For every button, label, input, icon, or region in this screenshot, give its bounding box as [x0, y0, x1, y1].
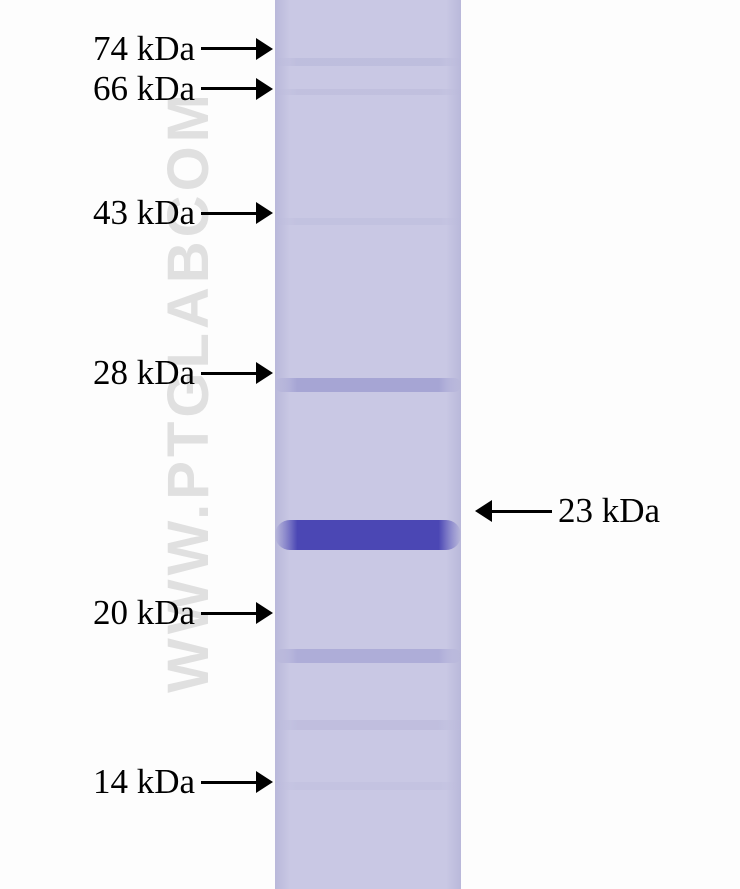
arrow-line-icon: [201, 87, 256, 90]
marker-text: 28 kDa: [0, 353, 195, 393]
arrow-head-icon: [256, 202, 273, 224]
arrow-head-icon: [256, 78, 273, 100]
gel-band: [275, 649, 461, 663]
marker-label: 20 kDa: [0, 596, 273, 631]
gel-band: [275, 520, 461, 550]
arrow-head-icon: [256, 38, 273, 60]
marker-label: 74 kDa: [0, 31, 273, 66]
sample-text: 23 kDa: [558, 491, 660, 531]
marker-text: 20 kDa: [0, 593, 195, 633]
arrow-head-icon: [475, 500, 492, 522]
gel-band: [275, 378, 461, 392]
marker-label: 14 kDa: [0, 765, 273, 800]
arrow-head-icon: [256, 362, 273, 384]
arrow-line-icon: [201, 372, 256, 375]
gel-band: [275, 89, 461, 95]
arrow-head-icon: [256, 602, 273, 624]
arrow-line-icon: [201, 212, 256, 215]
arrow-line-icon: [201, 47, 256, 50]
gel-band: [275, 58, 461, 66]
marker-label: 66 kDa: [0, 71, 273, 106]
marker-text: 66 kDa: [0, 69, 195, 109]
marker-text: 74 kDa: [0, 29, 195, 69]
marker-label: 43 kDa: [0, 196, 273, 231]
sample-label: 23 kDa: [475, 494, 660, 529]
marker-label: 28 kDa: [0, 356, 273, 391]
marker-text: 43 kDa: [0, 193, 195, 233]
arrow-line-icon: [201, 612, 256, 615]
gel-band: [275, 720, 461, 730]
gel-band: [275, 218, 461, 225]
gel-lane: [275, 0, 461, 889]
gel-figure: WWW.PTGLABCOM 74 kDa66 kDa43 kDa28 kDa20…: [0, 0, 740, 889]
marker-text: 14 kDa: [0, 762, 195, 802]
arrow-head-icon: [256, 771, 273, 793]
arrow-line-icon: [492, 510, 552, 513]
gel-band: [275, 782, 461, 790]
arrow-line-icon: [201, 781, 256, 784]
